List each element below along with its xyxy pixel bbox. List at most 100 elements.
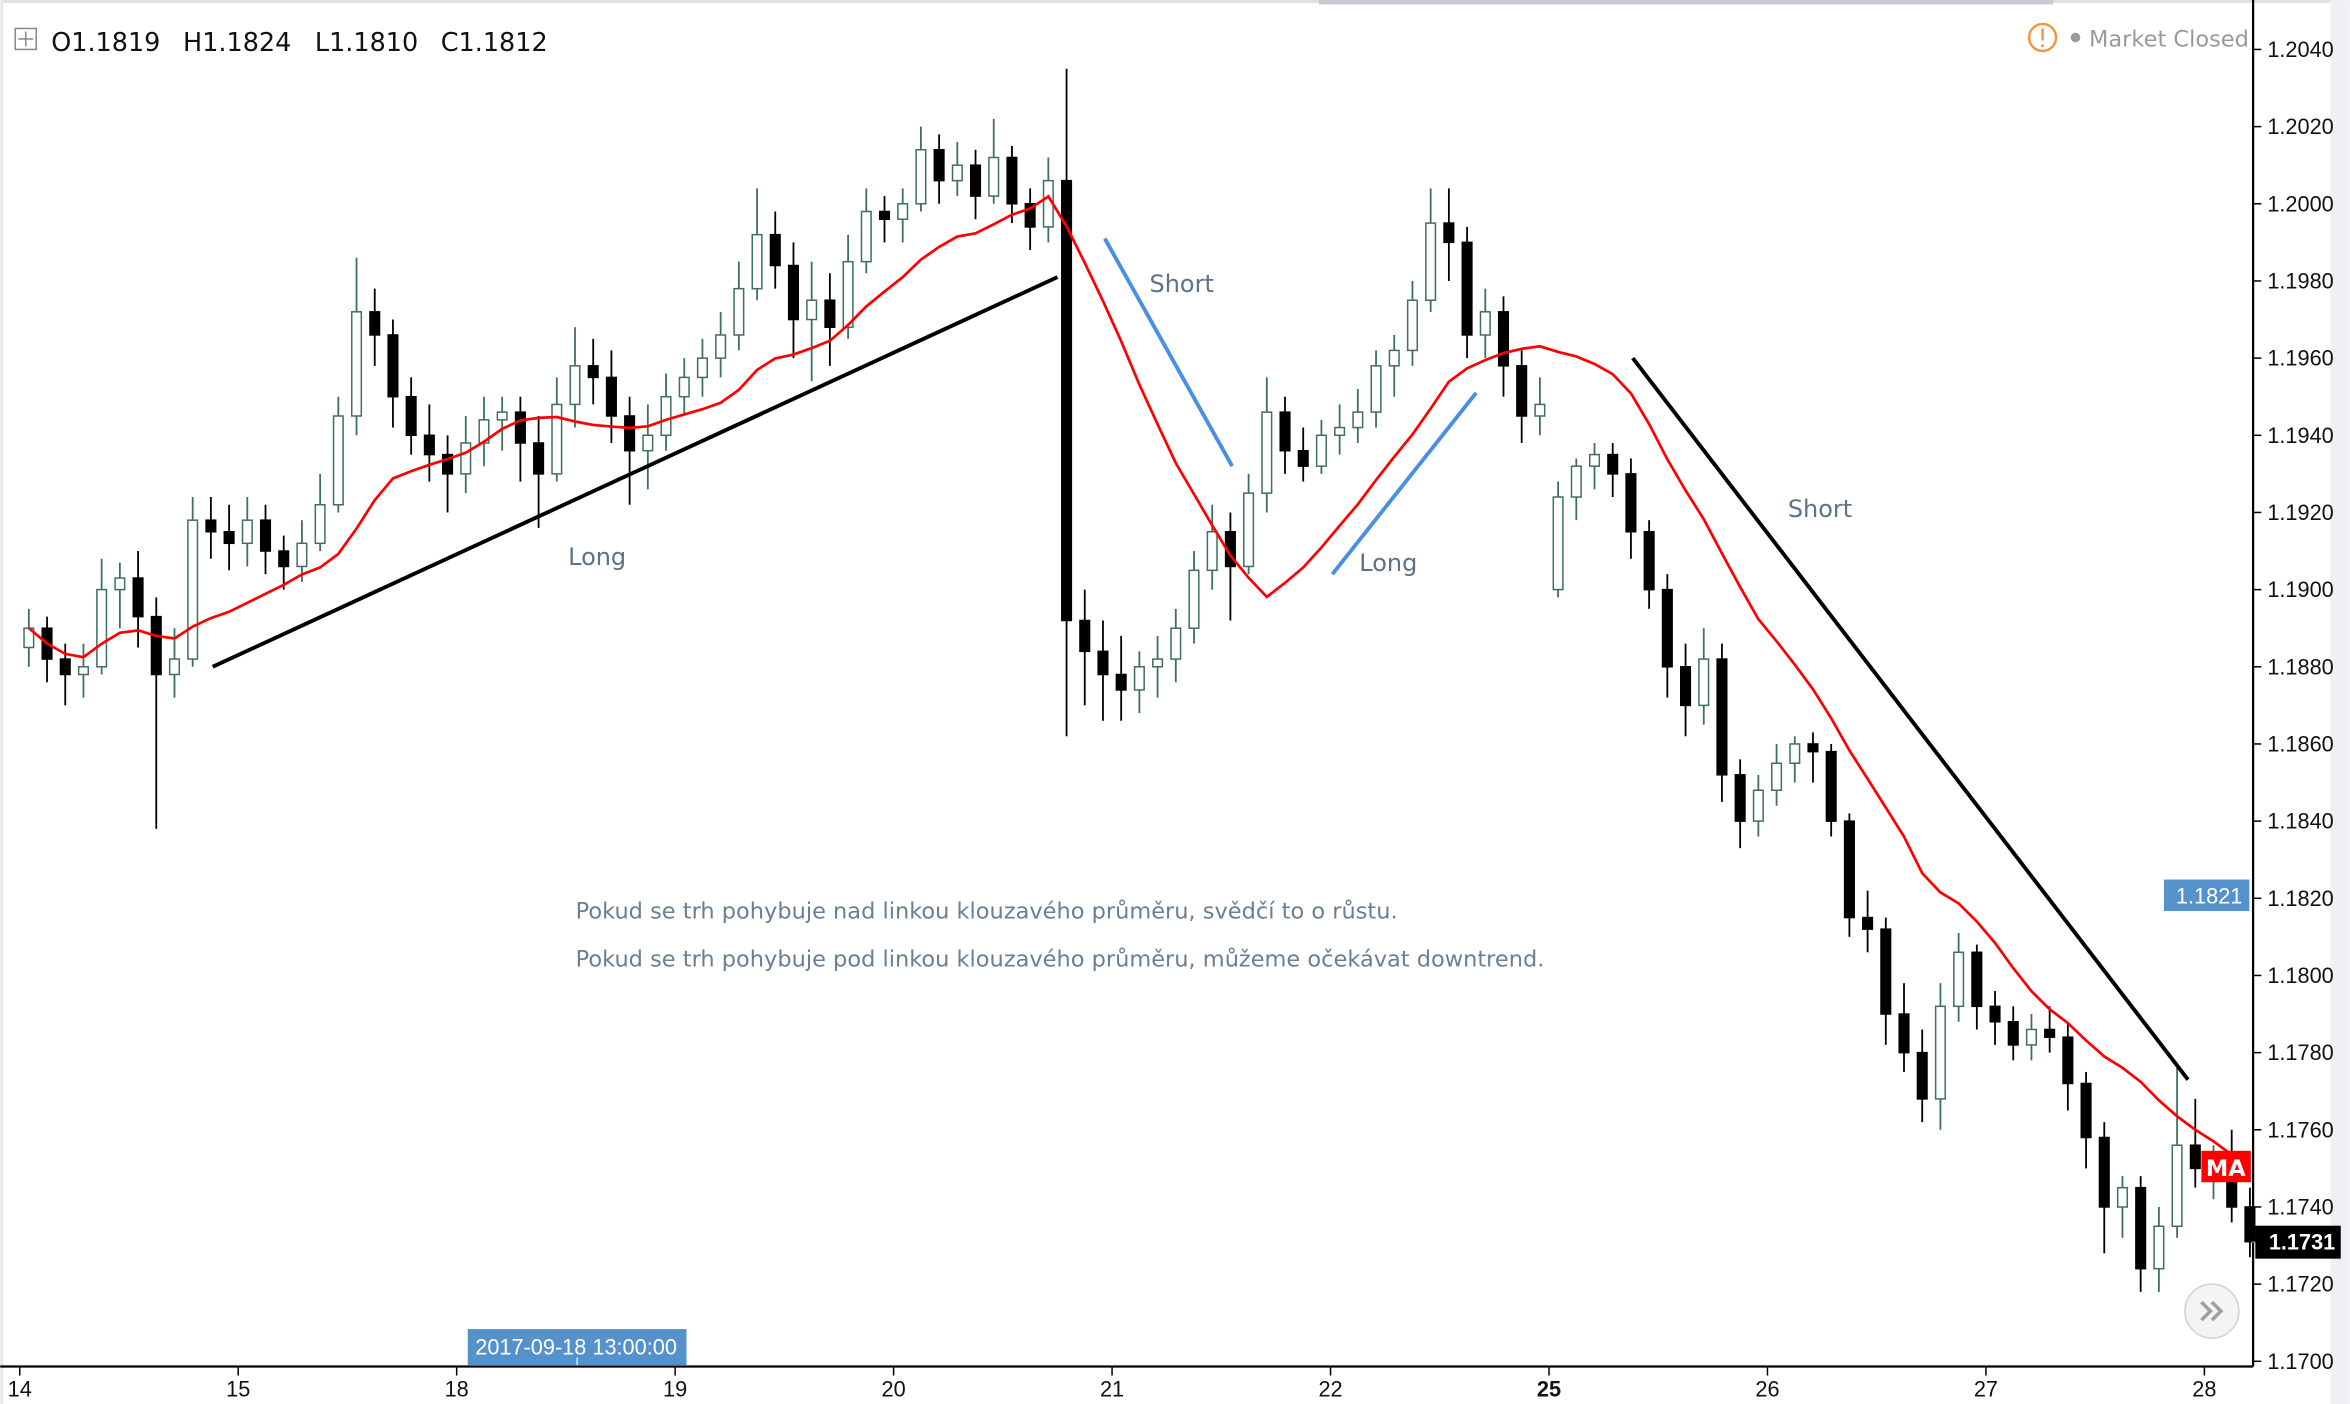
- candle-up[interactable]: [1534, 377, 1546, 436]
- candle-down[interactable]: [1825, 743, 1837, 837]
- candle-up[interactable]: [1334, 404, 1346, 455]
- candle-down[interactable]: [1734, 759, 1746, 849]
- candle-up[interactable]: [897, 188, 909, 243]
- market-status[interactable]: Market Closed: [2027, 22, 2249, 53]
- candle-down[interactable]: [1024, 188, 1036, 251]
- candle-up[interactable]: [296, 520, 308, 582]
- candle-up[interactable]: [1133, 651, 1145, 714]
- candle-up[interactable]: [1479, 288, 1491, 359]
- candle-up[interactable]: [915, 126, 927, 212]
- candle-down[interactable]: [223, 504, 235, 571]
- candle-down[interactable]: [514, 396, 526, 482]
- candle-down[interactable]: [1497, 296, 1510, 397]
- candle-down[interactable]: [1679, 643, 1692, 737]
- candle-down[interactable]: [2044, 1006, 2056, 1053]
- candle-up[interactable]: [1425, 188, 1437, 312]
- candle-up[interactable]: [642, 404, 654, 490]
- candle-down[interactable]: [2098, 1122, 2110, 1254]
- candle-down[interactable]: [387, 319, 399, 428]
- candle-down[interactable]: [824, 273, 836, 366]
- candle-up[interactable]: [860, 188, 872, 274]
- candle-down[interactable]: [423, 404, 435, 482]
- candle-up[interactable]: [806, 261, 818, 382]
- candle-down[interactable]: [442, 435, 454, 513]
- candle-down[interactable]: [1643, 520, 1655, 609]
- candle-down[interactable]: [1516, 350, 1528, 444]
- candle-down[interactable]: [1061, 68, 1073, 737]
- candle-up[interactable]: [1206, 504, 1218, 590]
- candle-up[interactable]: [460, 415, 472, 494]
- time-axis[interactable]: 14 15 18 19 20 21 22 25 26 27 28: [8, 1366, 2217, 1402]
- candle-down[interactable]: [1097, 620, 1109, 721]
- candle-down[interactable]: [2080, 1071, 2092, 1169]
- candle-down[interactable]: [1971, 944, 1983, 1030]
- candle-up[interactable]: [569, 327, 581, 428]
- candle-up[interactable]: [1370, 350, 1382, 428]
- candle-up[interactable]: [187, 497, 199, 667]
- candle-up[interactable]: [1170, 608, 1182, 683]
- candle-down[interactable]: [405, 377, 417, 455]
- candle-up[interactable]: [1152, 635, 1164, 698]
- candle-down[interactable]: [1443, 188, 1455, 281]
- candle-up[interactable]: [733, 261, 745, 351]
- candle-up[interactable]: [1352, 388, 1364, 444]
- candle-up[interactable]: [951, 142, 963, 197]
- candle-up[interactable]: [842, 234, 854, 339]
- candle-up[interactable]: [1588, 443, 1601, 490]
- candle-up[interactable]: [551, 377, 563, 482]
- candle-down[interactable]: [1880, 917, 1892, 1045]
- candle-up[interactable]: [660, 373, 672, 451]
- candle-up[interactable]: [1406, 280, 1419, 366]
- candle-down[interactable]: [533, 415, 545, 528]
- candle-down[interactable]: [1461, 226, 1473, 359]
- candle-down[interactable]: [259, 504, 272, 575]
- plot-area[interactable]: [23, 68, 2256, 1292]
- candle-up[interactable]: [1188, 551, 1200, 644]
- candle-down[interactable]: [1862, 890, 1874, 953]
- candle-down[interactable]: [2189, 1098, 2201, 1188]
- candle-up[interactable]: [241, 497, 253, 567]
- candle-down[interactable]: [1607, 443, 1619, 498]
- candle-down[interactable]: [624, 396, 636, 505]
- candle-up[interactable]: [77, 643, 89, 698]
- candle-down[interactable]: [2062, 1021, 2074, 1111]
- candle-up[interactable]: [114, 562, 126, 629]
- candle-up[interactable]: [1934, 983, 1946, 1130]
- trendline-short-1[interactable]: [1103, 237, 1234, 468]
- candle-down[interactable]: [2135, 1176, 2147, 1292]
- candle-up[interactable]: [1771, 743, 1783, 806]
- candle-down[interactable]: [587, 338, 599, 405]
- trendline-long-2[interactable]: [1330, 391, 1478, 576]
- candle-up[interactable]: [2025, 1014, 2037, 1061]
- candle-down[interactable]: [1297, 427, 1309, 482]
- candle-up[interactable]: [1698, 628, 1710, 725]
- candle-up[interactable]: [96, 558, 108, 675]
- candle-up[interactable]: [2171, 1068, 2183, 1238]
- candle-up[interactable]: [1243, 473, 1255, 575]
- candle-up[interactable]: [314, 473, 326, 552]
- candle-up[interactable]: [2116, 1176, 2129, 1238]
- candle-down[interactable]: [1716, 643, 1728, 802]
- candle-up[interactable]: [1552, 481, 1564, 598]
- candle-down[interactable]: [1843, 813, 1855, 937]
- candle-down[interactable]: [1989, 990, 2001, 1045]
- candle-down[interactable]: [1279, 396, 1291, 474]
- candle-up[interactable]: [332, 396, 344, 513]
- candle-down[interactable]: [1661, 574, 1673, 698]
- candle-up[interactable]: [2153, 1206, 2165, 1292]
- candle-down[interactable]: [1898, 983, 1910, 1072]
- expand-legend-icon[interactable]: [14, 27, 37, 51]
- candle-down[interactable]: [205, 497, 217, 559]
- candle-up[interactable]: [350, 257, 363, 436]
- candle-down[interactable]: [2007, 1006, 2019, 1061]
- trendline-long-1[interactable]: [211, 275, 1059, 669]
- candle-down[interactable]: [787, 242, 800, 359]
- candle-down[interactable]: [933, 134, 945, 204]
- candle-up[interactable]: [1315, 419, 1327, 474]
- candle-down[interactable]: [2244, 1187, 2256, 1258]
- trendline-short-2[interactable]: [1631, 356, 2190, 1081]
- candle-down[interactable]: [1807, 732, 1819, 783]
- candle-down[interactable]: [1079, 589, 1091, 706]
- warning-icon[interactable]: [2027, 22, 2058, 53]
